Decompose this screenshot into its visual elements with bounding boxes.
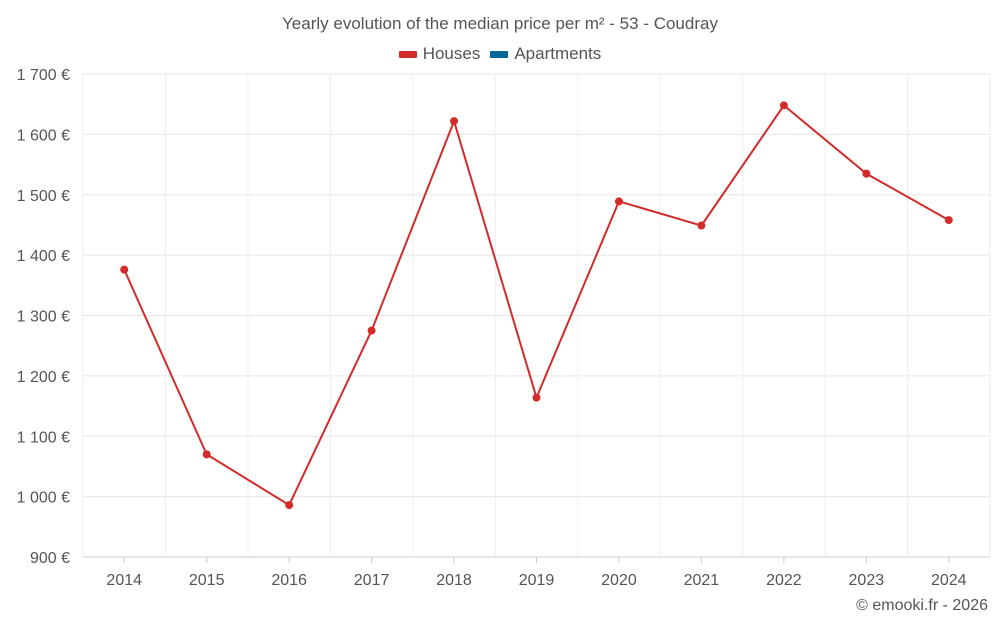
credit-text: © emooki.fr - 2026 (856, 597, 988, 614)
y-tick-label: 1 100 € (17, 429, 70, 446)
legend: Houses Apartments (0, 44, 1000, 64)
data-point (697, 221, 706, 230)
x-tick-label: 2019 (519, 572, 555, 589)
legend-swatch-houses (398, 50, 417, 58)
data-point (202, 450, 211, 459)
x-tick-label: 2015 (189, 572, 225, 589)
y-tick-label: 1 000 € (17, 490, 70, 507)
legend-swatch-apartments (490, 50, 509, 58)
y-tick-label: 900 € (30, 550, 70, 567)
data-point (862, 169, 871, 178)
x-tick-label: 2023 (849, 572, 885, 589)
y-tick-label: 1 400 € (17, 248, 70, 265)
x-tick-label: 2018 (436, 572, 472, 589)
y-tick-label: 1 500 € (17, 188, 70, 205)
y-tick-label: 1 700 € (17, 67, 70, 84)
x-tick-label: 2014 (106, 572, 142, 589)
x-tick-label: 2024 (931, 572, 967, 589)
legend-label-apartments: Apartments (514, 44, 602, 63)
data-point (532, 393, 541, 402)
y-tick-label: 1 300 € (17, 309, 70, 326)
legend-item-houses[interactable]: Houses (398, 44, 481, 64)
y-tick-label: 1 200 € (17, 369, 70, 386)
data-point (367, 326, 376, 335)
data-point (779, 101, 788, 110)
data-point (944, 216, 953, 225)
x-tick-label: 2022 (766, 572, 802, 589)
data-point (285, 501, 294, 510)
x-tick-label: 2017 (354, 572, 390, 589)
x-tick-label: 2020 (601, 572, 637, 589)
legend-label-houses: Houses (422, 44, 481, 63)
data-point (450, 117, 459, 126)
x-tick-label: 2016 (271, 572, 307, 589)
data-point (614, 197, 623, 206)
y-tick-label: 1 600 € (17, 127, 70, 144)
chart-title: Yearly evolution of the median price per… (282, 14, 718, 33)
data-point (120, 265, 129, 274)
legend-item-apartments[interactable]: Apartments (490, 44, 601, 64)
x-tick-label: 2021 (684, 572, 720, 589)
